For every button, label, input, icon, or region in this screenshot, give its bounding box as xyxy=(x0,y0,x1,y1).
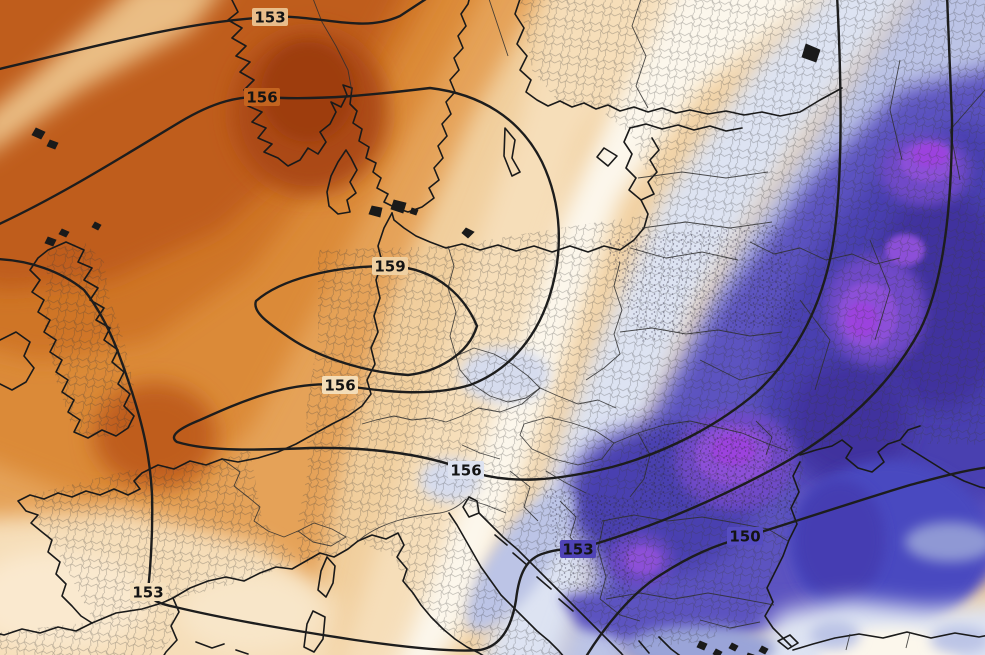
contour-label-text: 159 xyxy=(374,258,405,276)
border-hungary xyxy=(519,416,615,466)
coastline-gotland xyxy=(503,127,521,177)
coastline-finland xyxy=(514,0,843,117)
border-lv-lt xyxy=(641,221,773,229)
contour-label-text: 156 xyxy=(450,462,481,480)
contour-label-bg xyxy=(322,376,358,394)
border-ukraine-inner xyxy=(699,299,831,391)
border-by-ua xyxy=(619,327,783,337)
med-pale-spot xyxy=(180,572,320,652)
border-russia-inner-b xyxy=(949,89,985,181)
border-czechia xyxy=(455,347,541,403)
contour-label-bg xyxy=(560,540,596,558)
coastline-denmark-islet xyxy=(409,207,419,216)
coastline-spain-east xyxy=(163,597,180,655)
coastline-dalmatian-islands xyxy=(494,534,574,612)
texture-iberia xyxy=(0,604,174,655)
coastline-aegean-islands xyxy=(696,640,769,655)
contour-label-156-slovenia: 156 xyxy=(448,461,484,480)
coastline-italy-west xyxy=(357,532,484,655)
coastline-blacksea-west-south xyxy=(764,461,985,651)
border-bulgaria xyxy=(597,520,775,606)
border-russia-inner-a xyxy=(889,59,903,161)
border-slovakia xyxy=(539,387,617,409)
coastline-baltic-south xyxy=(391,199,649,253)
border-lt-by xyxy=(629,247,739,261)
warm-light-lane-nw xyxy=(0,0,214,146)
coastline-sardinia xyxy=(303,610,326,653)
coastline-spain-north xyxy=(0,622,93,636)
coastline-channel-brittany xyxy=(17,458,223,624)
contour-line-156 xyxy=(0,0,842,481)
coastline-corsica xyxy=(317,556,336,598)
border-no-se xyxy=(313,0,353,93)
contour-label-text: 156 xyxy=(246,89,277,107)
border-se-fi xyxy=(488,0,509,57)
texture-central-europe xyxy=(296,214,806,650)
black-sea-light-streak xyxy=(905,522,985,562)
contour-label-bg xyxy=(244,88,280,106)
coastline-saaremaa xyxy=(596,147,618,167)
contour-label-150: 150 xyxy=(727,527,763,546)
border-pl-east xyxy=(585,261,623,381)
coastline-france-med xyxy=(172,540,359,599)
border-austria xyxy=(361,387,541,425)
contour-label-bg xyxy=(372,257,408,275)
coastline-marmara xyxy=(777,634,799,650)
contour-label-156-germany: 156 xyxy=(322,376,358,395)
coastline-ireland xyxy=(0,331,35,391)
contour-label-text: 153 xyxy=(132,584,163,602)
coastline-balearics xyxy=(195,641,249,655)
black-sea-west-dark xyxy=(795,480,885,600)
coastline-denmark-funen xyxy=(368,205,383,218)
coastline-greece xyxy=(620,636,681,655)
border-de-pl xyxy=(447,245,457,357)
coastline-ladoga-lake xyxy=(801,43,821,63)
contour-label-bg xyxy=(448,461,484,479)
border-switzerland xyxy=(297,522,347,547)
coastline-pyrenees-med xyxy=(91,597,174,624)
contour-label-159: 159 xyxy=(372,257,408,276)
coastline-estonia-north xyxy=(629,123,743,132)
coastline-istria xyxy=(462,496,480,518)
border-russia-inner-c xyxy=(869,239,891,341)
contour-label-text: 150 xyxy=(729,528,760,546)
coastline-faroe xyxy=(31,127,59,150)
contour-label-text: 153 xyxy=(254,9,285,27)
coastline-denmark-zealand xyxy=(390,199,407,214)
contour-label-text: 153 xyxy=(562,541,593,559)
country-borders xyxy=(221,0,985,651)
texture-britain xyxy=(44,242,134,438)
contour-label-153-france: 153 xyxy=(130,583,166,602)
contour-label-bg xyxy=(130,583,166,601)
contour-label-text: 156 xyxy=(324,377,355,395)
border-slovenia-croatia xyxy=(461,444,507,514)
coastline-bornholm xyxy=(461,227,475,239)
border-fi-ru xyxy=(631,0,649,109)
coastline-orkney-shetland xyxy=(44,221,102,247)
norway-warm-core-inner xyxy=(261,42,355,142)
coastline-italy-adriatic xyxy=(448,512,564,655)
border-ee-lv xyxy=(637,171,769,179)
contour-label-153-north: 153 xyxy=(252,8,288,27)
stipple-romania xyxy=(640,418,798,515)
border-macedonia xyxy=(599,598,761,629)
border-moldova xyxy=(755,420,773,456)
contour-labels: 153 156 159 156 156 153 150 153 xyxy=(130,8,763,602)
contour-label-156-norway: 156 xyxy=(244,88,280,107)
contour-label-153-serbia: 153 xyxy=(560,540,596,559)
border-alps-italy xyxy=(357,498,467,542)
contour-label-bg xyxy=(727,527,763,545)
border-ua-ru xyxy=(749,241,901,265)
contour-label-bg xyxy=(252,8,288,26)
anatolia-lavender-b xyxy=(930,626,985,654)
border-turkey-inner xyxy=(845,631,911,651)
contour-line-159-loop xyxy=(254,264,479,377)
stipple-baltics-belarus xyxy=(604,224,800,342)
contour-line-153-grand xyxy=(0,0,954,652)
coastline-denmark-jutland xyxy=(326,149,358,215)
border-fr-de-be xyxy=(221,458,299,538)
